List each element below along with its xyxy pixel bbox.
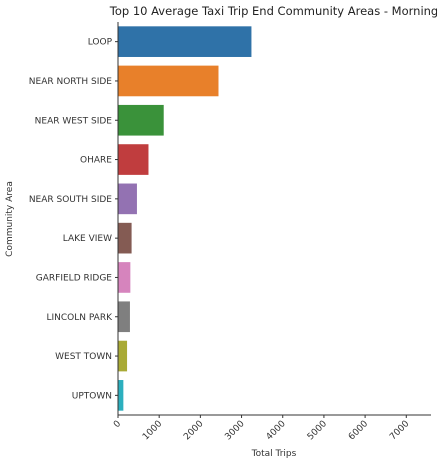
x-axis-ticks: 0 1000 2000 3000 4000 5000 6000 7000 (112, 415, 412, 442)
x-tick-label: 1000 (141, 419, 164, 442)
bar-lincoln-park (118, 301, 130, 333)
y-tick-label: NEAR NORTH SIDE (29, 77, 113, 87)
x-tick-label: 0 (112, 419, 123, 430)
bar-near-south-side (118, 183, 137, 215)
x-axis-label: Total Trips (251, 449, 297, 459)
y-tick-label: WEST TOWN (55, 352, 112, 362)
x-tick-label: 4000 (265, 419, 288, 442)
y-tick-label: GARFIELD RIDGE (36, 273, 113, 283)
x-tick-label: 3000 (223, 419, 246, 442)
category-labels: LOOP NEAR NORTH SIDE NEAR WEST SIDE OHARE NE… (29, 38, 118, 401)
bars-group (118, 26, 252, 411)
y-axis-label: Community Area (5, 181, 15, 257)
chart-title: Top 10 Average Taxi Trip End Community A… (109, 4, 437, 18)
y-tick-label: LINCOLN PARK (46, 313, 113, 323)
bar-west-town (118, 340, 128, 372)
x-tick-label: 7000 (388, 419, 411, 442)
bar-near-north-side (118, 65, 219, 97)
y-tick-label: OHARE (80, 156, 112, 166)
y-tick-label: UPTOWN (72, 391, 112, 401)
bar-garfield-ridge (118, 262, 131, 293)
y-tick-label: NEAR WEST SIDE (35, 116, 113, 126)
bar-loop (118, 26, 252, 57)
bar-ohare (118, 144, 149, 175)
x-tick-label: 2000 (182, 419, 205, 442)
bar-lake-view (118, 222, 132, 254)
y-tick-label: LAKE VIEW (63, 234, 112, 244)
x-tick-label: 5000 (306, 419, 329, 442)
x-tick-label: 6000 (347, 419, 370, 442)
y-tick-label: LOOP (88, 38, 113, 48)
y-tick-label: NEAR SOUTH SIDE (29, 195, 112, 205)
bar-near-west-side (118, 104, 164, 136)
bar-uptown (118, 380, 124, 411)
